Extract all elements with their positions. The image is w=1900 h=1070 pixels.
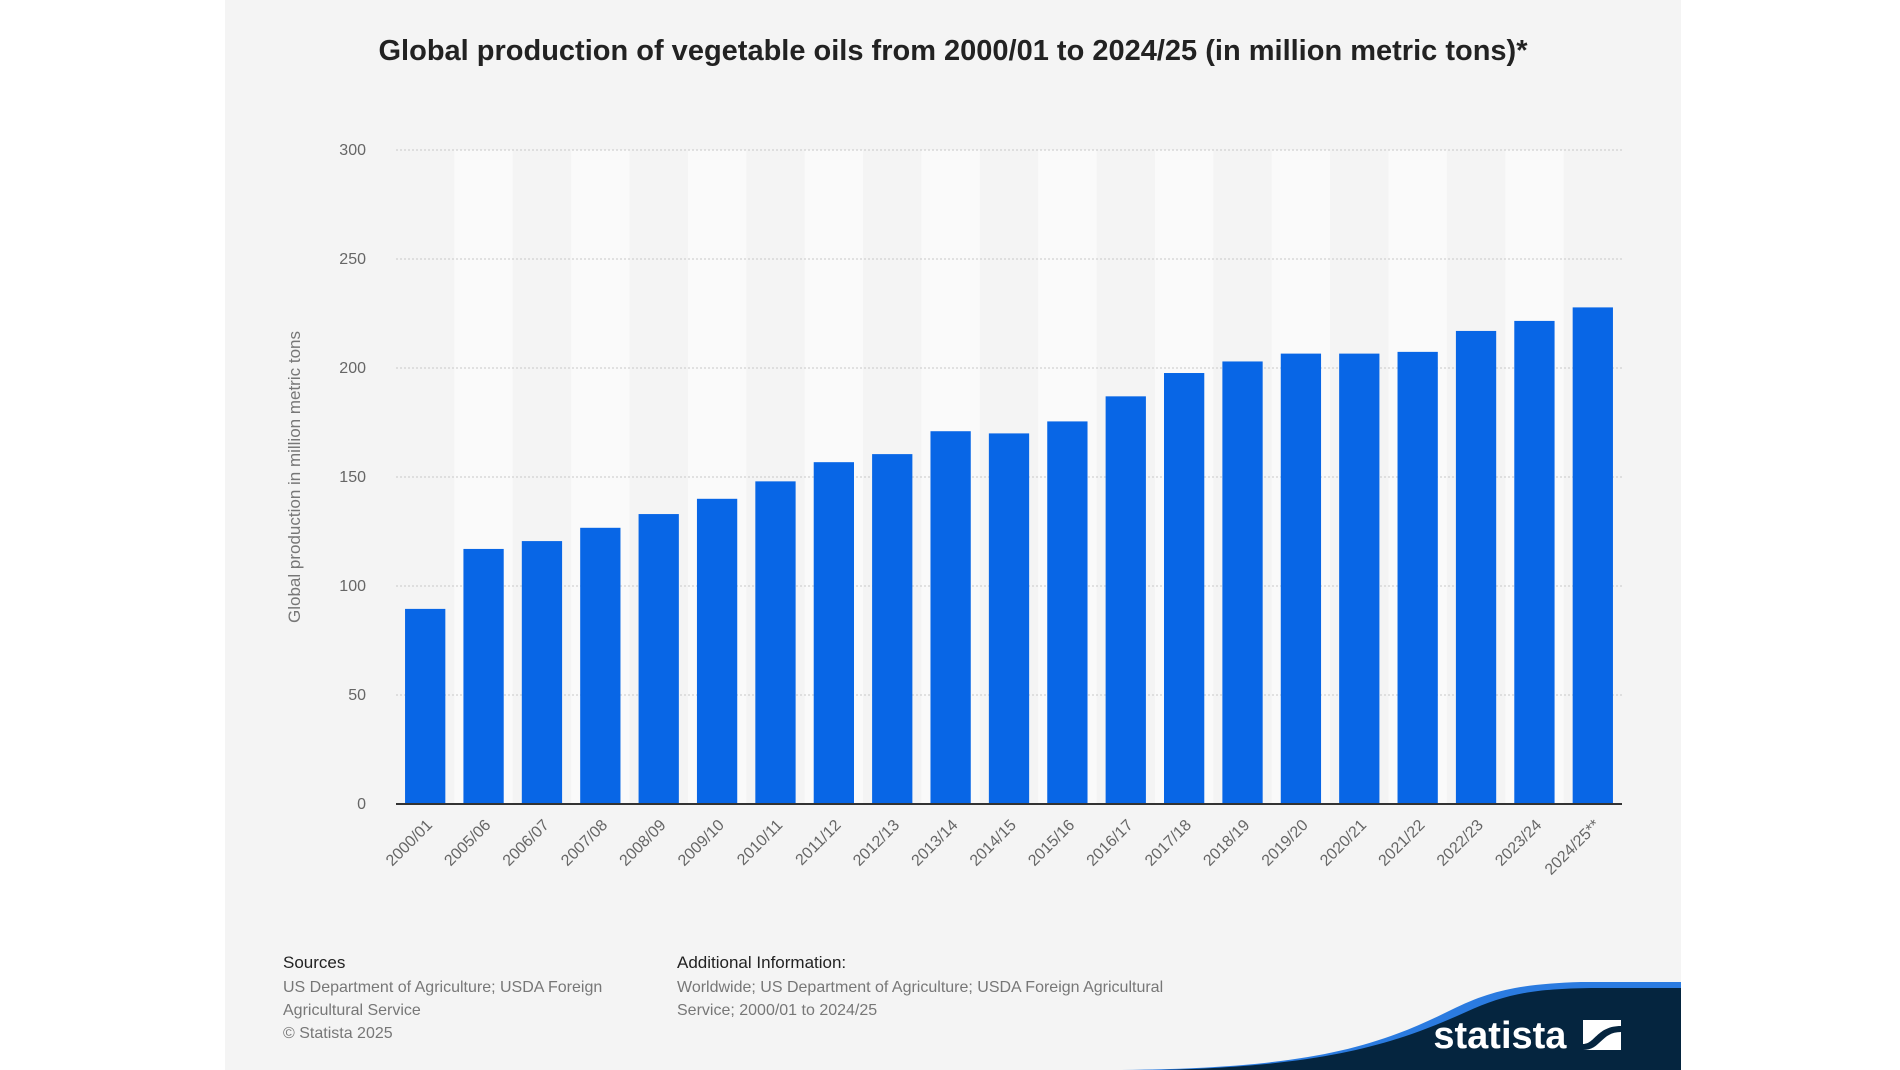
x-tick-label: 2007/08 — [558, 817, 611, 870]
bar — [755, 481, 796, 804]
x-tick-label: 2008/09 — [617, 817, 670, 870]
x-tick-label: 2018/19 — [1200, 817, 1253, 870]
y-tick-label: 50 — [348, 687, 366, 704]
sources-heading: Sources — [283, 953, 346, 972]
x-tick-label: 2006/07 — [500, 817, 553, 870]
bar — [930, 431, 971, 804]
logo-text: statista — [1433, 1015, 1567, 1057]
bar — [988, 433, 1030, 804]
y-tick-label: 300 — [339, 142, 366, 159]
bar — [1047, 421, 1088, 804]
bar — [521, 541, 563, 804]
y-tick-label: 0 — [357, 796, 366, 813]
x-tick-label: 2010/11 — [734, 817, 786, 869]
sources-text: US Department of Agriculture; USDA Forei… — [283, 976, 602, 1045]
bar — [1455, 330, 1497, 804]
x-tick-label: 2013/14 — [909, 817, 962, 870]
x-tick-label: 2000/01 — [383, 817, 436, 870]
bar — [638, 514, 679, 804]
bar — [1105, 396, 1146, 804]
sources-line: Agricultural Service — [283, 1002, 421, 1019]
x-tick-label: 2020/21 — [1317, 817, 1370, 870]
bar — [872, 454, 913, 804]
y-tick-label: 250 — [339, 251, 366, 268]
bar — [1339, 353, 1380, 804]
bar — [580, 527, 621, 804]
y-tick-label: 100 — [339, 578, 366, 595]
bar — [696, 498, 738, 804]
chart-card: Global production of vegetable oils from… — [225, 0, 1681, 1070]
statista-mark-icon — [1583, 1020, 1621, 1050]
x-tick-label: 2023/24 — [1492, 817, 1545, 870]
x-tick-label: 2005/06 — [441, 817, 494, 870]
additional-info-line: Service; 2000/01 to 2024/25 — [677, 1002, 878, 1019]
copyright: © Statista 2025 — [283, 1025, 393, 1042]
x-tick-label: 2009/10 — [675, 817, 728, 870]
x-tick-label: 2011/12 — [793, 817, 845, 869]
additional-info-line: Worldwide; US Department of Agriculture;… — [677, 979, 1164, 996]
additional-info-heading: Additional Information: — [677, 953, 847, 972]
x-tick-label: 2016/17 — [1084, 817, 1137, 870]
chart-title: Global production of vegetable oils from… — [378, 35, 1528, 67]
bar — [405, 608, 446, 804]
x-tick-label: 2014/15 — [967, 817, 1020, 870]
y-tick-label: 150 — [339, 469, 366, 486]
sources-line: US Department of Agriculture; USDA Forei… — [283, 979, 603, 996]
statista-logo-banner[interactable] — [1121, 980, 1681, 1070]
bar — [463, 548, 504, 804]
bar — [1514, 320, 1555, 804]
bar — [813, 462, 854, 804]
y-axis-label: Global production in million metric tons — [285, 331, 304, 623]
bar — [1222, 361, 1263, 804]
additional-info-text: Worldwide; US Department of Agriculture;… — [677, 976, 1163, 1022]
y-tick-label: 200 — [339, 360, 366, 377]
x-tick-label: 2015/16 — [1025, 817, 1078, 870]
bar — [1280, 353, 1322, 804]
x-tick-label: 2017/18 — [1142, 817, 1195, 870]
bar — [1164, 373, 1205, 804]
bar — [1397, 351, 1438, 804]
x-tick-label: 2021/22 — [1376, 817, 1429, 870]
x-tick-label: 2012/13 — [850, 817, 903, 870]
x-tick-label: 2022/23 — [1434, 817, 1487, 870]
bar — [1572, 307, 1613, 804]
statista-logo[interactable]: statista — [1433, 1015, 1621, 1058]
x-tick-label: 2019/20 — [1259, 817, 1312, 870]
x-tick-label: 2024/25** — [1542, 817, 1604, 879]
